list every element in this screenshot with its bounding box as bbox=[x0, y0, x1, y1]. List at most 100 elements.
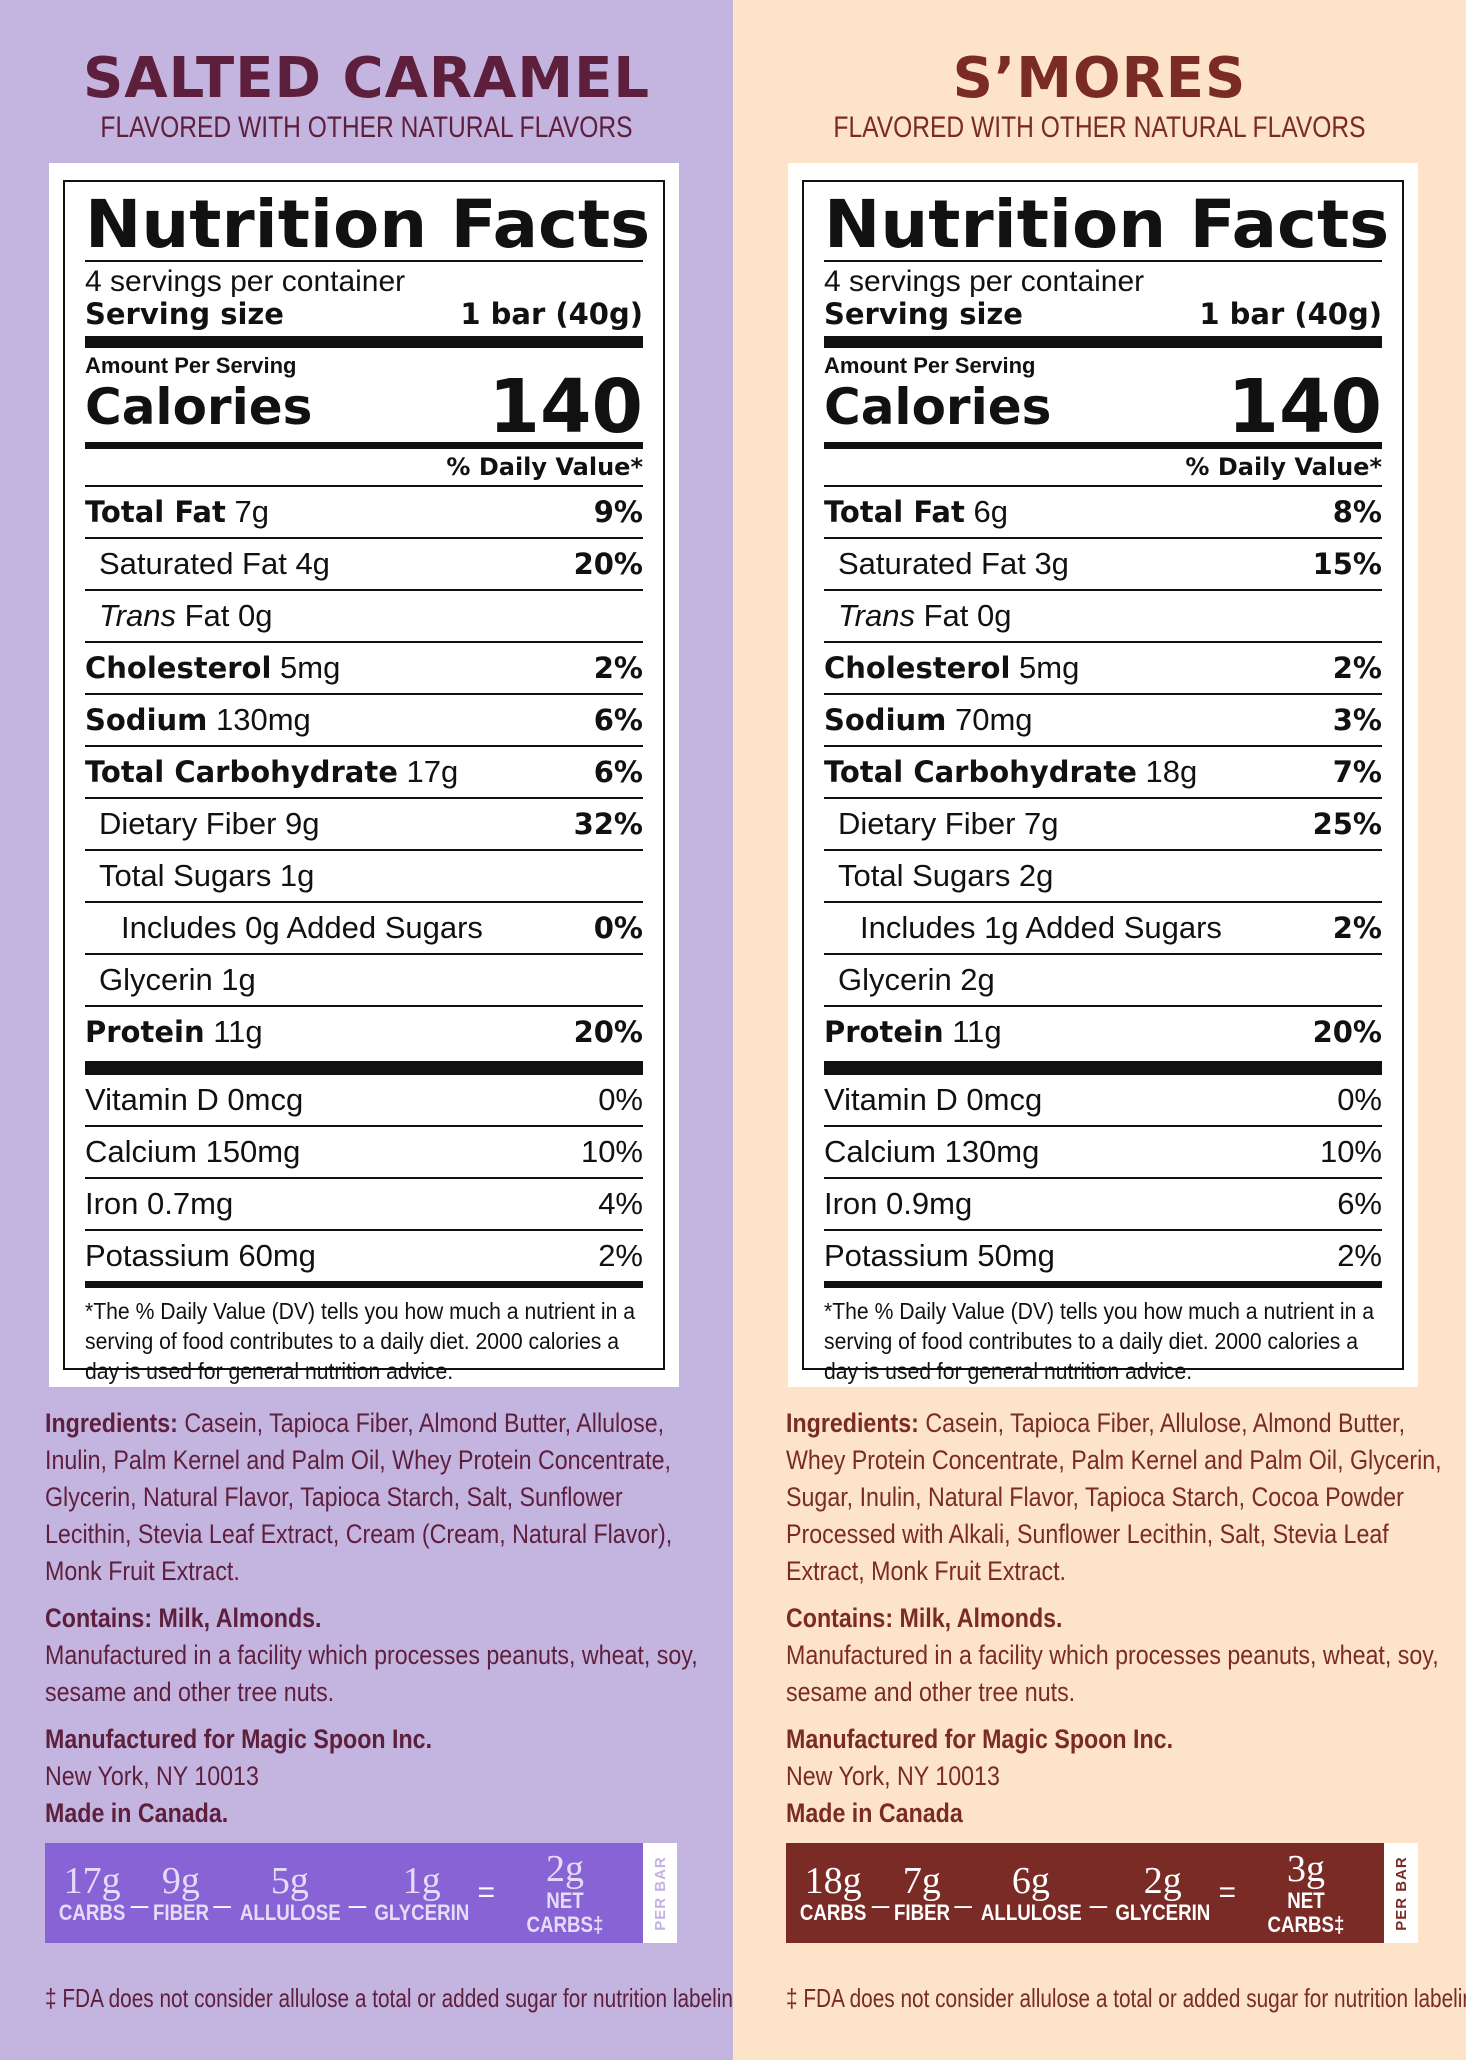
ingredients-block: Ingredients: Casein, Tapioca Fiber, Almo… bbox=[45, 1405, 707, 1590]
amount-per-serving: Amount Per Serving bbox=[824, 353, 1036, 378]
divider bbox=[85, 693, 643, 695]
term-label: CARBS bbox=[58, 1900, 126, 1925]
divider-medium bbox=[85, 1281, 643, 1288]
term-label: ALLULOSE bbox=[980, 1900, 1082, 1925]
made-in: Made in Canada. bbox=[45, 1798, 229, 1828]
nutrient-bold: Cholesterol bbox=[85, 651, 272, 685]
divider bbox=[85, 641, 643, 643]
divider-thick bbox=[824, 336, 1382, 348]
nutrient-plain: Fat 0g bbox=[175, 598, 273, 633]
nutrient-bold: Total Fat bbox=[85, 495, 226, 529]
nutrient-amount: 130mg bbox=[207, 702, 311, 737]
nutrient-name: Includes 1g Added Sugars bbox=[860, 910, 1222, 946]
nutrient-name: Total Carbohydrate 17g bbox=[85, 754, 458, 790]
serving-size-label: Serving size bbox=[85, 297, 284, 331]
contains-statement: Contains: Milk, Almonds. bbox=[786, 1603, 1063, 1633]
ingredients-text: Casein, Tapioca Fiber, Allulose, Almond … bbox=[786, 1408, 1442, 1586]
per-bar-label: PER BAR bbox=[1392, 1855, 1410, 1931]
divider bbox=[824, 797, 1382, 799]
nutrient-amount: 17g bbox=[397, 754, 459, 789]
vitamin-percent: 0% bbox=[598, 1082, 643, 1117]
nutrient-name: Saturated Fat 4g bbox=[99, 546, 330, 582]
calories-label: Calories bbox=[85, 378, 313, 436]
nutrient-name: Trans Fat 0g bbox=[99, 598, 272, 634]
vitamin-percent: 10% bbox=[1319, 1134, 1382, 1169]
divider bbox=[824, 953, 1382, 955]
nutrient-percent: 3% bbox=[1332, 703, 1382, 737]
operator-symbol: _ bbox=[131, 1876, 148, 1909]
allergen-block: Contains: Milk, Almonds. Manufactured in … bbox=[786, 1600, 1448, 1711]
net-carbs-term: 1g GLYCERIN bbox=[366, 1861, 478, 1925]
term-value: 9g bbox=[161, 1860, 200, 1902]
nutrient-percent: 2% bbox=[1332, 911, 1382, 945]
nutrient-name: Dietary Fiber 7g bbox=[838, 806, 1059, 842]
divider bbox=[824, 641, 1382, 643]
divider bbox=[85, 1125, 643, 1127]
nutrient-name: Total Sugars 1g bbox=[99, 858, 314, 894]
nutrient-percent: 6% bbox=[593, 755, 643, 789]
divider-thick bbox=[85, 1061, 643, 1075]
vitamin-row: Iron 0.7mg 4% bbox=[85, 1179, 643, 1229]
net-carbs-term: 7g FIBER bbox=[889, 1861, 955, 1925]
manufactured-for: Manufactured for Magic Spoon Inc. bbox=[786, 1724, 1174, 1754]
facility-statement: Manufactured in a facility which process… bbox=[45, 1640, 698, 1707]
nutrient-amount: 11g bbox=[943, 1014, 1002, 1049]
ingredients-label: Ingredients: bbox=[45, 1408, 178, 1438]
flavor-subtitle: FLAVORED WITH OTHER NATURAL FLAVORS bbox=[100, 111, 633, 144]
nutrient-row: Trans Fat 0g bbox=[85, 591, 643, 641]
vitamin-name: Iron 0.7mg bbox=[85, 1186, 234, 1221]
net-carbs-term: 3g NET CARBS‡ bbox=[1236, 1849, 1376, 1937]
term-label: GLYCERIN bbox=[1115, 1900, 1211, 1925]
smores-panel: S’MORES FLAVORED WITH OTHER NATURAL FLAVO… bbox=[733, 0, 1466, 2060]
nutrient-row: Dietary Fiber 7g 25% bbox=[824, 799, 1382, 849]
serving-size-label: Serving size bbox=[824, 297, 1023, 331]
nutrient-plain: Fat 0g bbox=[914, 598, 1012, 633]
nutrient-bold: Total Fat bbox=[824, 495, 965, 529]
operator-symbol: _ bbox=[1090, 1876, 1107, 1909]
divider bbox=[85, 901, 643, 903]
daily-value-footnote: *The % Daily Value (DV) tells you how mu… bbox=[85, 1298, 636, 1384]
nutrition-label-frame: Nutrition Facts 4 servings per container S… bbox=[49, 163, 679, 1387]
divider bbox=[85, 260, 643, 262]
term-label: ALLULOSE bbox=[239, 1900, 341, 1925]
nutrient-name: Total Fat 6g bbox=[824, 494, 1008, 530]
nutrition-label-frame: Nutrition Facts 4 servings per container S… bbox=[788, 163, 1418, 1387]
nutrient-row: Total Fat 6g 8% bbox=[824, 487, 1382, 537]
divider bbox=[85, 589, 643, 591]
operator-symbol: = bbox=[1218, 1876, 1237, 1909]
ingredients-label: Ingredients: bbox=[786, 1408, 919, 1438]
nutrient-name: Total Carbohydrate 18g bbox=[824, 754, 1197, 790]
vitamin-percent: 2% bbox=[1337, 1238, 1382, 1273]
divider bbox=[824, 589, 1382, 591]
serving-size-value: 1 bar (40g) bbox=[1199, 297, 1382, 331]
vitamin-row: Calcium 130mg 10% bbox=[824, 1127, 1382, 1177]
nutrient-row: Total Fat 7g 9% bbox=[85, 487, 643, 537]
net-carbs-term: 18g CARBS bbox=[794, 1861, 872, 1925]
divider bbox=[85, 485, 643, 487]
nutrient-name: Sodium 70mg bbox=[824, 702, 1033, 738]
nutrient-bold: Sodium bbox=[85, 703, 208, 737]
nutrient-row: Protein 11g 20% bbox=[85, 1007, 643, 1057]
term-label: CARBS bbox=[799, 1900, 867, 1925]
servings-per-container: 4 servings per container bbox=[85, 265, 406, 298]
nutrient-plain: Total Sugars 1g bbox=[99, 858, 315, 893]
divider-thick bbox=[824, 1061, 1382, 1075]
ingredients-block: Ingredients: Casein, Tapioca Fiber, Allu… bbox=[786, 1405, 1448, 1590]
serving-size-row: Serving size 1 bar (40g) bbox=[85, 298, 643, 330]
nutrient-percent: 15% bbox=[1312, 547, 1382, 581]
vitamin-name: Vitamin D 0mcg bbox=[824, 1082, 1043, 1117]
vitamin-name: Potassium 60mg bbox=[85, 1238, 316, 1273]
manufactured-for: Manufactured for Magic Spoon Inc. bbox=[45, 1724, 433, 1754]
nutrient-amount: 5mg bbox=[271, 650, 341, 685]
nutrition-facts-title: Nutrition Facts bbox=[85, 186, 651, 263]
nutrient-percent: 2% bbox=[1332, 651, 1382, 685]
nutrient-plain: Includes 1g Added Sugars bbox=[860, 910, 1222, 945]
calories-row: Calories 140 bbox=[85, 370, 643, 444]
flavor-title: SALTED CARAMEL bbox=[82, 46, 651, 111]
vitamin-percent: 6% bbox=[1337, 1186, 1382, 1221]
nutrient-name: Total Fat 7g bbox=[85, 494, 269, 530]
nutrient-name: Includes 0g Added Sugars bbox=[121, 910, 483, 946]
vitamin-percent: 0% bbox=[1337, 1082, 1382, 1117]
vitamin-percent: 4% bbox=[598, 1186, 643, 1221]
amount-per-serving: Amount Per Serving bbox=[85, 353, 297, 378]
